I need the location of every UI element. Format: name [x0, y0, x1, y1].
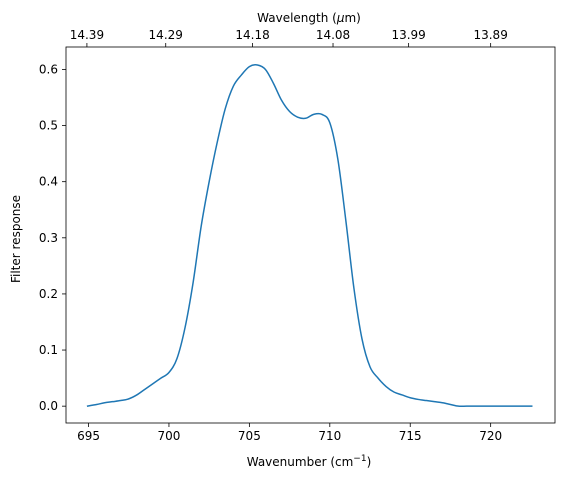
top-axis-title-suffix: m)	[344, 11, 360, 25]
x-tick-label: 705	[238, 429, 261, 443]
series-line-filter-response	[86, 64, 533, 408]
y-tick-label: 0.3	[39, 231, 58, 245]
x-axis-title-suffix: )	[367, 455, 372, 469]
x-axis-title: Wavenumber (cm−1)	[247, 454, 372, 469]
y-tick-label: 0.1	[39, 343, 58, 357]
y-tick-label: 0.5	[39, 119, 58, 133]
y-tick-label: 0.0	[39, 399, 58, 413]
y-tick-label: 0.6	[39, 62, 58, 76]
top-tick-label: 14.39	[70, 28, 104, 42]
plot-frame	[65, 46, 556, 424]
top-tick-label: 14.29	[149, 28, 183, 42]
x-tick-label: 715	[399, 429, 422, 443]
top-tick-label: 13.99	[391, 28, 425, 42]
top-tick-label: 14.18	[235, 28, 269, 42]
x-tick-label: 700	[157, 429, 180, 443]
x-tick-label: 720	[479, 429, 502, 443]
x-axis-title-main: Wavenumber (cm	[247, 455, 354, 469]
x-axis-title-superscript: −1	[353, 454, 366, 464]
top-tick-label: 13.89	[473, 28, 507, 42]
x-axis-top: 14.39 14.29 14.18 14.08 13.99 13.89	[70, 28, 508, 47]
top-axis-title-mu: μ	[336, 11, 345, 25]
top-axis-title: Wavelength (μm)	[257, 11, 361, 25]
x-axis-bottom: 695 700 705 710 715 720	[77, 423, 502, 443]
top-tick-label: 14.08	[316, 28, 350, 42]
y-tick-label: 0.4	[39, 175, 58, 189]
y-axis-title: Filter response	[9, 195, 23, 283]
top-axis-title-main: Wavelength (	[257, 11, 337, 25]
y-axis-left: 0.0 0.1 0.2 0.3 0.4 0.5 0.6	[39, 62, 66, 413]
x-tick-label: 695	[77, 429, 100, 443]
y-tick-label: 0.2	[39, 287, 58, 301]
x-tick-label: 710	[318, 429, 341, 443]
